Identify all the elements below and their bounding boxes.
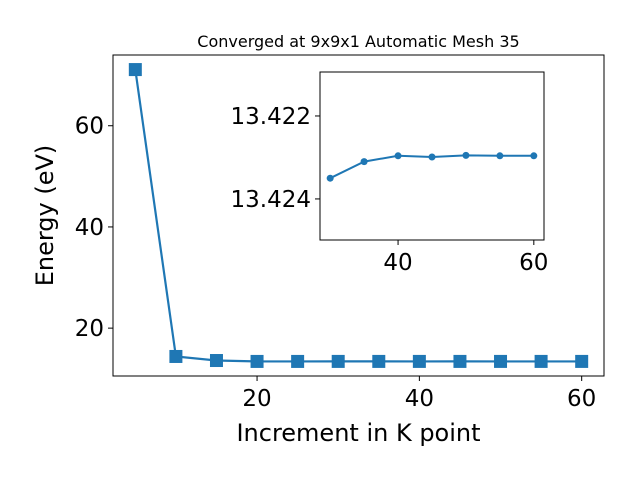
marker [428,153,436,161]
x-tick-label: 40 [405,386,434,412]
y-axis-label: Energy (eV) [31,145,59,287]
marker [326,174,334,182]
marker [496,152,504,160]
x-tick-label: 60 [567,386,596,412]
y-tick-label: 13.424 [231,187,311,213]
marker [209,354,223,368]
marker [372,354,386,368]
marker [462,151,470,159]
y-tick-label: 20 [75,316,104,342]
marker [530,152,538,160]
marker [128,63,142,77]
marker [250,354,264,368]
x-axis-label: Increment in K point [236,419,480,447]
marker [453,354,467,368]
x-tick-label: 40 [383,250,412,276]
axes-frame [112,54,605,377]
marker [534,354,548,368]
marker [169,349,183,363]
y-tick-label: 40 [75,215,104,241]
marker [412,354,426,368]
data-line [134,69,582,363]
marker [291,354,305,368]
chart-title: Converged at 9x9x1 Automatic Mesh 35 [197,32,519,51]
marker [575,354,589,368]
y-tick-label: 13.422 [231,104,311,130]
x-tick-label: 20 [242,386,271,412]
marker [494,354,508,368]
axes-frame [319,71,545,241]
x-tick-label: 60 [519,250,548,276]
marker [360,158,368,166]
marker [331,354,345,368]
y-tick-label: 60 [75,114,104,140]
marker [394,152,402,160]
